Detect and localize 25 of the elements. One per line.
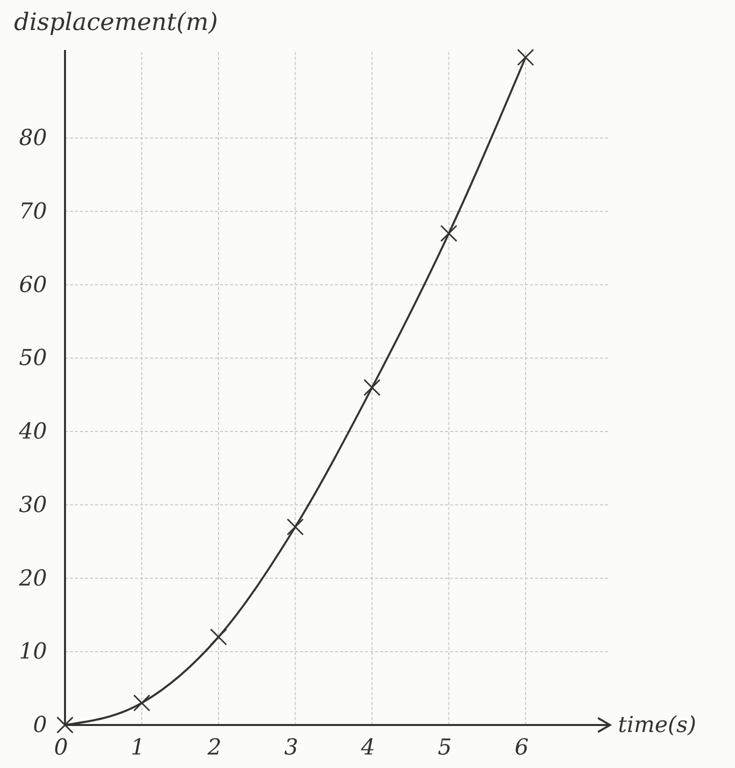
y-tick-label: 80 (19, 126, 47, 152)
x-axis-title: time(s) (618, 713, 696, 738)
point (440, 224, 458, 242)
y-tick-label: 60 (19, 272, 47, 298)
y-tick-label: 50 (19, 346, 47, 372)
point (364, 378, 381, 396)
y-tick-label: 70 (19, 199, 47, 224)
y-tick-label: 30 (19, 492, 47, 518)
y-tick-label: 40 (18, 420, 47, 445)
point (133, 694, 150, 712)
point (286, 518, 304, 536)
y-tick-label: 10 (19, 640, 47, 665)
x-tick-label: 3 (284, 736, 298, 761)
x-tick-label: 1 (130, 736, 145, 761)
point (517, 48, 534, 66)
x-tick-label: 6 (514, 736, 529, 761)
x-tick-label: 0 (54, 736, 68, 761)
y-tick-label: 0 (33, 713, 47, 738)
x-tick-label: 2 (206, 736, 222, 761)
x-tick-label: 4 (360, 736, 376, 761)
y-tick-label: 20 (18, 566, 47, 592)
point (210, 628, 228, 646)
point (56, 716, 74, 734)
y-axis-title: displacement(m) (14, 8, 218, 36)
x-tick-label: 5 (438, 736, 452, 761)
